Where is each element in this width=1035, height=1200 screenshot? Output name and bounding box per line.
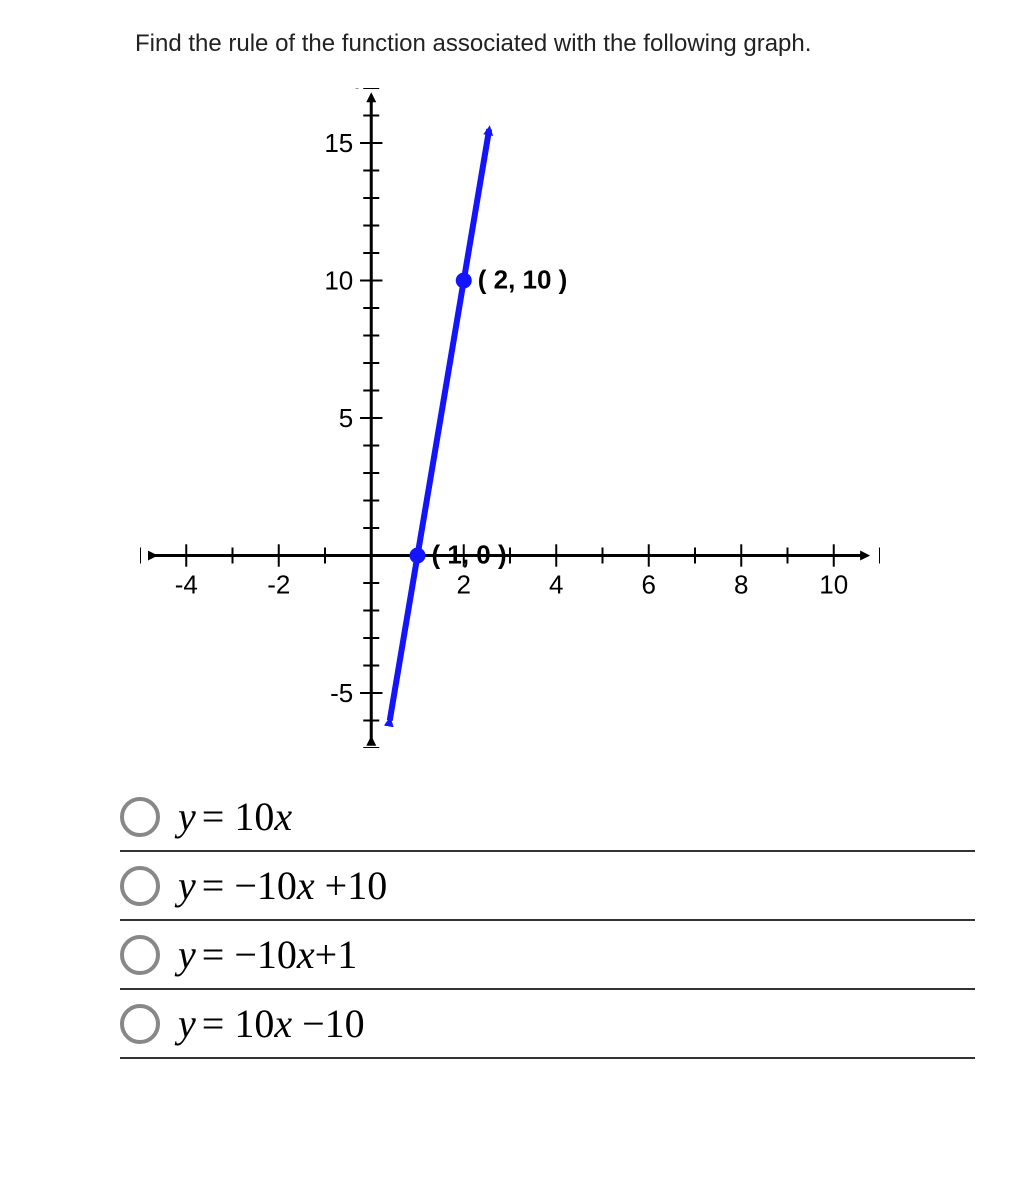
option-row[interactable]: y = −10x +10 (120, 852, 975, 921)
svg-text:10: 10 (324, 266, 353, 296)
svg-text:4: 4 (549, 570, 563, 600)
option-label: y = −10x +10 (178, 862, 387, 909)
radio-icon[interactable] (120, 1004, 160, 1044)
svg-text:10: 10 (819, 570, 848, 600)
radio-icon[interactable] (120, 866, 160, 906)
svg-text:( 2, 10 ): ( 2, 10 ) (478, 265, 568, 295)
option-label: y = 10x −10 (178, 1000, 365, 1047)
svg-text:15: 15 (324, 128, 353, 158)
page: Find the rule of the function associated… (0, 0, 1035, 1099)
function-graph: xy-4-2246810-551015( 1, 0 )( 2, 10 ) (140, 88, 880, 748)
option-row[interactable]: y = 10x −10 (120, 990, 975, 1059)
svg-text:-2: -2 (267, 570, 290, 600)
svg-text:6: 6 (642, 570, 656, 600)
svg-text:5: 5 (339, 403, 353, 433)
option-label: y = 10x (178, 793, 292, 840)
chart-container: xy-4-2246810-551015( 1, 0 )( 2, 10 ) (0, 78, 1035, 783)
answer-options: y = 10x y = −10x +10 y = −10x+1 (0, 783, 1035, 1099)
question-text: Find the rule of the function associated… (0, 0, 1035, 78)
option-row[interactable]: y = −10x+1 (120, 921, 975, 990)
radio-icon[interactable] (120, 935, 160, 975)
svg-text:2: 2 (457, 570, 471, 600)
svg-text:( 1, 0 ): ( 1, 0 ) (432, 540, 507, 570)
radio-icon[interactable] (120, 797, 160, 837)
svg-text:-5: -5 (330, 678, 353, 708)
option-label: y = −10x+1 (178, 931, 357, 978)
svg-text:-4: -4 (175, 570, 198, 600)
svg-text:8: 8 (734, 570, 748, 600)
option-row[interactable]: y = 10x (120, 783, 975, 852)
